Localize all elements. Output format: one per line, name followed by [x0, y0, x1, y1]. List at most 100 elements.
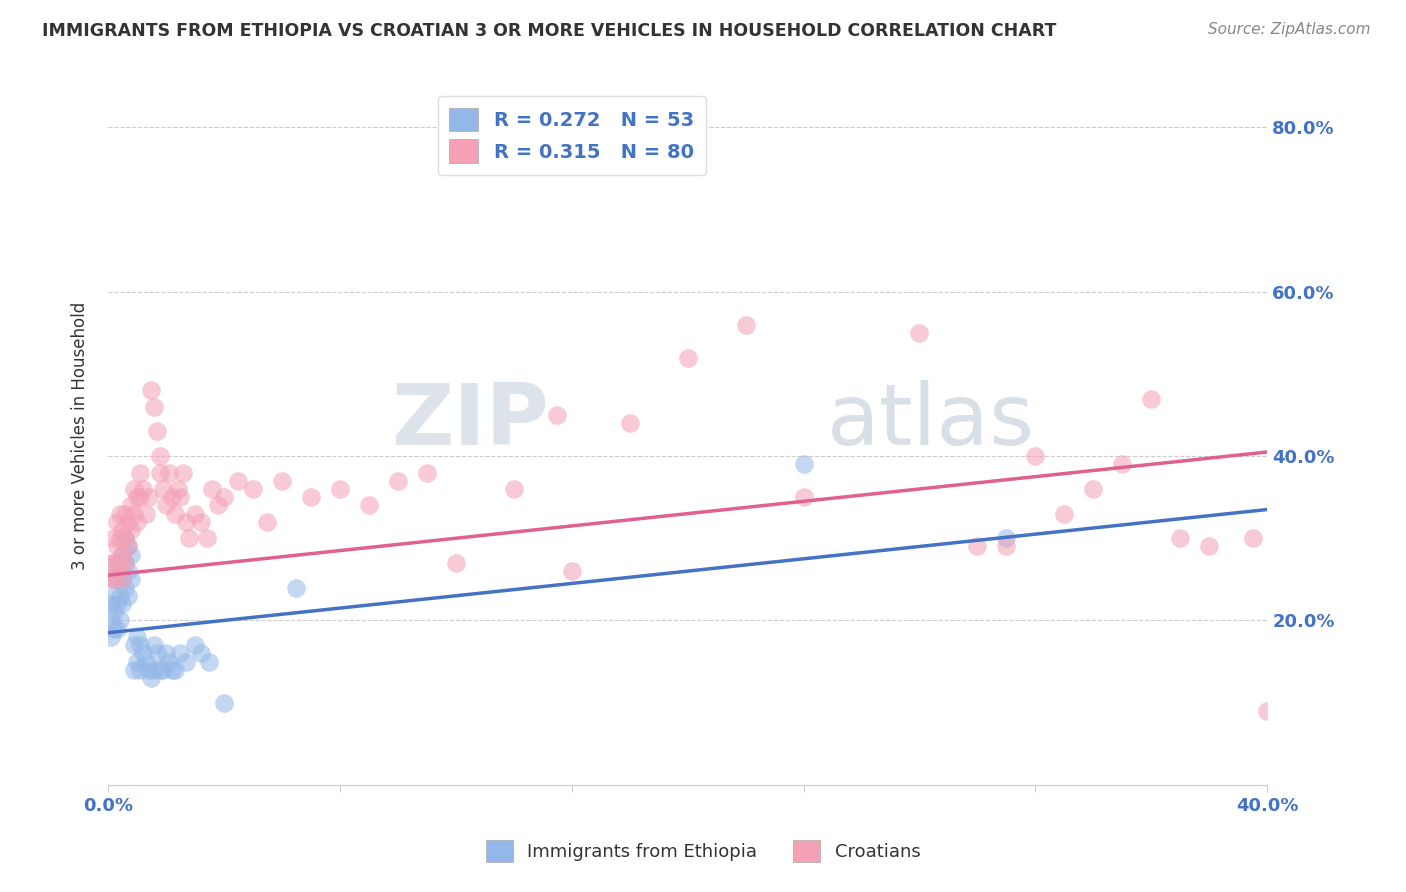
Point [108, 564, 131, 578]
Point [546, 408, 568, 422]
Point [117, 540, 139, 554]
Point [103, 572, 125, 586]
Point [103, 556, 125, 570]
Point [108, 589, 131, 603]
Point [117, 515, 139, 529]
Point [995, 540, 1018, 554]
Point [128, 466, 150, 480]
Point [152, 482, 174, 496]
Point [105, 597, 128, 611]
Text: Source: ZipAtlas.com: Source: ZipAtlas.com [1208, 22, 1371, 37]
Point [132, 482, 155, 496]
Text: atlas: atlas [827, 380, 1035, 463]
Point [128, 663, 150, 677]
Point [793, 458, 815, 472]
Point [166, 482, 188, 496]
Point [122, 507, 145, 521]
Point [444, 556, 467, 570]
Point [146, 425, 169, 439]
Point [122, 663, 145, 677]
Point [114, 581, 136, 595]
Point [195, 531, 218, 545]
Point [1168, 531, 1191, 545]
Point [143, 663, 166, 677]
Legend: R = 0.272   N = 53, R = 0.315   N = 80: R = 0.272 N = 53, R = 0.315 N = 80 [437, 96, 706, 175]
Point [141, 384, 163, 398]
Point [108, 531, 131, 545]
Point [190, 515, 212, 529]
Point [179, 531, 201, 545]
Point [108, 614, 131, 628]
Point [172, 466, 194, 480]
Point [619, 416, 641, 430]
Point [125, 515, 148, 529]
Point [114, 531, 136, 545]
Point [125, 490, 148, 504]
Point [141, 671, 163, 685]
Point [242, 482, 264, 496]
Point [103, 531, 125, 545]
Point [149, 466, 172, 480]
Point [122, 638, 145, 652]
Point [120, 499, 142, 513]
Point [114, 556, 136, 570]
Point [966, 540, 988, 554]
Point [163, 507, 186, 521]
Point [103, 589, 125, 603]
Point [143, 638, 166, 652]
Point [561, 564, 583, 578]
Y-axis label: 3 or more Vehicles in Household: 3 or more Vehicles in Household [72, 301, 89, 570]
Point [169, 646, 191, 660]
Point [169, 490, 191, 504]
Point [108, 507, 131, 521]
Point [502, 482, 524, 496]
Point [160, 490, 183, 504]
Point [1241, 531, 1264, 545]
Point [108, 556, 131, 570]
Text: IMMIGRANTS FROM ETHIOPIA VS CROATIAN 3 OR MORE VEHICLES IN HOUSEHOLD CORRELATION: IMMIGRANTS FROM ETHIOPIA VS CROATIAN 3 O… [42, 22, 1056, 40]
Point [201, 482, 224, 496]
Point [100, 597, 122, 611]
Point [416, 466, 439, 480]
Point [100, 572, 122, 586]
Point [111, 523, 134, 537]
Point [152, 663, 174, 677]
Point [105, 572, 128, 586]
Point [117, 564, 139, 578]
Point [128, 490, 150, 504]
Point [105, 622, 128, 636]
Point [111, 572, 134, 586]
Point [105, 556, 128, 570]
Point [114, 507, 136, 521]
Point [160, 663, 183, 677]
Point [157, 655, 180, 669]
Point [207, 499, 229, 513]
Point [908, 326, 931, 340]
Text: ZIP: ZIP [391, 380, 548, 463]
Point [111, 548, 134, 562]
Point [357, 499, 380, 513]
Point [734, 318, 756, 332]
Point [198, 655, 221, 669]
Point [100, 614, 122, 628]
Point [103, 605, 125, 619]
Point [120, 572, 142, 586]
Point [105, 540, 128, 554]
Point [111, 548, 134, 562]
Point [228, 474, 250, 488]
Point [149, 449, 172, 463]
Point [793, 490, 815, 504]
Point [174, 655, 197, 669]
Point [184, 507, 207, 521]
Point [125, 630, 148, 644]
Point [1140, 392, 1163, 406]
Point [135, 655, 157, 669]
Point [285, 581, 308, 595]
Point [120, 523, 142, 537]
Point [103, 572, 125, 586]
Point [1083, 482, 1105, 496]
Point [212, 696, 235, 710]
Point [105, 564, 128, 578]
Point [105, 515, 128, 529]
Point [135, 507, 157, 521]
